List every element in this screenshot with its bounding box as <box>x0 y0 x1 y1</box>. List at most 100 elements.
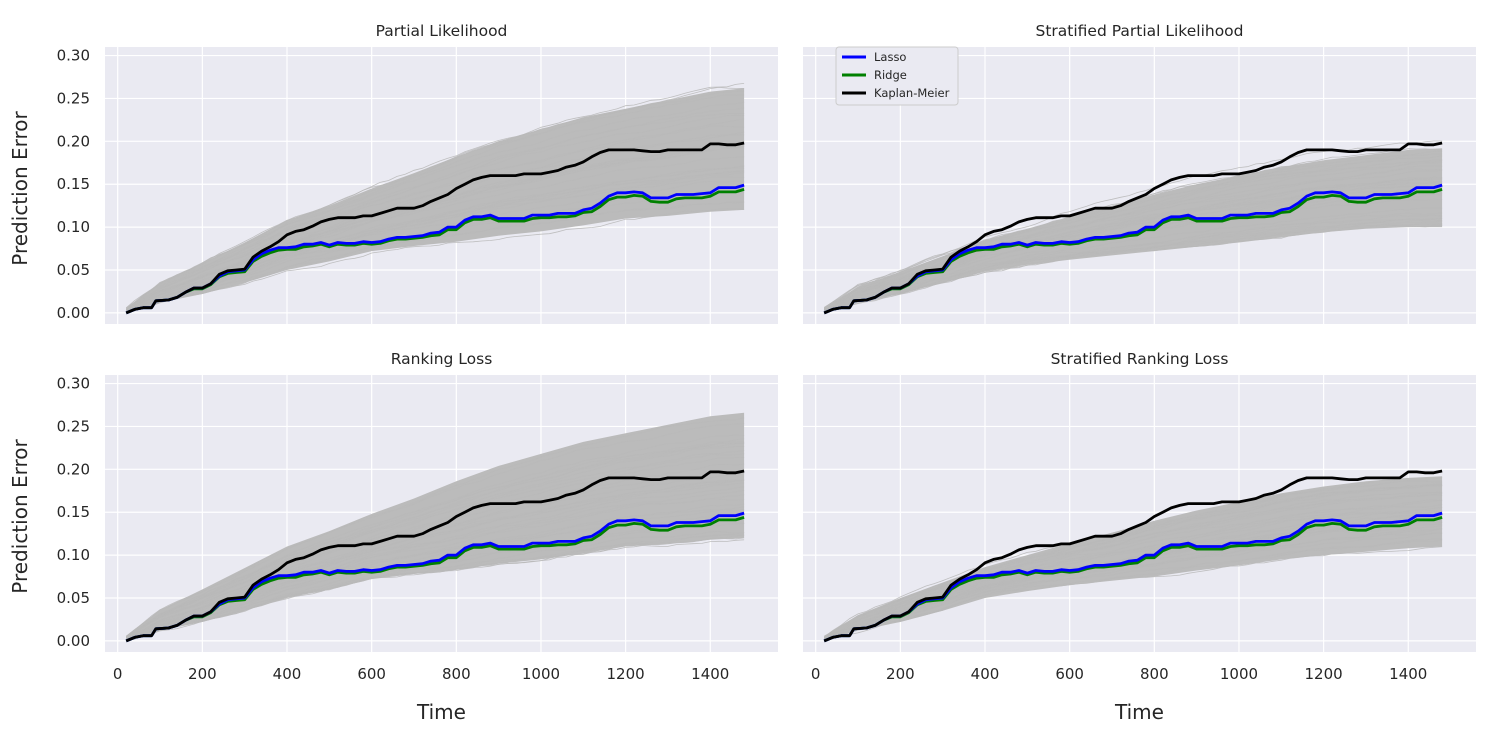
bootstrap-curve <box>125 86 745 310</box>
panel-title: Stratified Ranking Loss <box>1051 350 1229 368</box>
bootstrap-curve <box>823 484 1443 639</box>
x-tick-label: 1200 <box>607 665 645 683</box>
bootstrap-curve <box>824 153 1443 309</box>
bootstrap-curve <box>125 453 745 639</box>
bootstrap-curve <box>824 538 1443 641</box>
y-tick-label: 0.30 <box>57 375 90 393</box>
legend-box <box>835 46 959 106</box>
y-tick-label: 0.20 <box>57 460 90 478</box>
series-line-kaplan-meier <box>823 469 1443 643</box>
panel-1: Partial Likelihood 0.00 0.05 0.10 0.15 0.20 0.… <box>8 22 778 324</box>
bootstrap-curve <box>824 517 1443 641</box>
bootstrap-curve <box>126 534 745 641</box>
panel-title: Ranking Loss <box>391 350 493 368</box>
bootstrap-curve <box>824 528 1443 641</box>
bootstrap-curve <box>824 217 1443 312</box>
y-tick-label: 0.05 <box>57 261 90 279</box>
panel-title: Partial Likelihood <box>376 22 508 40</box>
x-tick-label: 1000 <box>1220 665 1258 683</box>
bootstrap-curve <box>125 141 745 312</box>
y-tick-label: 0.30 <box>57 47 90 65</box>
x-tick-label: 1400 <box>1389 665 1427 683</box>
bootstrap-curve <box>126 208 745 314</box>
bootstrap-curve <box>823 492 1443 638</box>
bootstrap-band <box>823 140 1443 314</box>
bootstrap-curve <box>824 207 1443 313</box>
x-tick-label: 400 <box>971 665 1000 683</box>
bootstrap-curve <box>126 534 745 641</box>
y-axis-label: Prediction Error <box>8 110 32 265</box>
bootstrap-curve <box>824 219 1443 314</box>
x-tick-label: 200 <box>886 665 915 683</box>
bootstrap-curve <box>125 131 745 312</box>
bootstrap-curve <box>126 201 745 314</box>
y-tick-label: 0.00 <box>57 632 90 650</box>
panel-3: Ranking Loss 0.00 0.05 0.10 0.15 0.20 0.25 0.30… <box>8 350 778 724</box>
bootstrap-curve <box>125 94 745 309</box>
bootstrap-curve <box>824 539 1443 642</box>
bootstrap-curve <box>824 532 1443 642</box>
panel-2: Stratified Partial Likelihood Lasso Ridge K… <box>803 22 1476 324</box>
x-tick-label: 600 <box>357 665 386 683</box>
x-tick-label: 200 <box>188 665 217 683</box>
x-tick-label: 1400 <box>691 665 729 683</box>
bootstrap-curve <box>824 499 1443 639</box>
y-tick-label: 0.25 <box>57 89 90 107</box>
y-axis-label: Prediction Error <box>8 438 32 593</box>
bootstrap-curve <box>823 493 1443 639</box>
bootstrap-curve <box>126 503 745 640</box>
legend-label: Ridge <box>874 68 907 82</box>
bootstrap-curve <box>126 171 745 313</box>
bootstrap-curve <box>126 169 745 313</box>
bootstrap-curve <box>823 168 1443 311</box>
x-tick-label: 800 <box>442 665 471 683</box>
bootstrap-curve <box>125 438 745 638</box>
legend: Lasso Ridge Kaplan-Meier <box>835 46 959 106</box>
y-tick-label: 0.10 <box>57 546 90 564</box>
bootstrap-curve <box>824 223 1443 313</box>
x-tick-label: 0 <box>811 665 821 683</box>
bootstrap-curve <box>126 176 745 312</box>
bootstrap-curve <box>126 494 745 641</box>
bootstrap-curve <box>125 114 745 311</box>
bootstrap-curve <box>125 417 745 637</box>
y-tick-label: 0.15 <box>57 175 90 193</box>
bootstrap-curve <box>125 125 745 311</box>
bootstrap-curve <box>126 479 745 639</box>
bootstrap-curve <box>125 107 745 309</box>
bootstrap-curve <box>824 523 1443 641</box>
y-tick-label: 0.25 <box>57 417 90 435</box>
bootstrap-curve <box>125 118 745 312</box>
y-tick-label: 0.10 <box>57 218 90 236</box>
series-line-kaplan-meier <box>125 469 745 643</box>
x-tick-label: 0 <box>113 665 123 683</box>
x-tick-label: 600 <box>1055 665 1084 683</box>
series-line-kaplan-meier <box>823 141 1443 315</box>
panel-4: Stratified Ranking Loss 0 200 400 600 800 1000… <box>803 350 1476 724</box>
x-axis-label: Time <box>1114 700 1164 724</box>
legend-label: Lasso <box>874 50 906 64</box>
bootstrap-curve <box>824 212 1443 313</box>
series-line-ridge <box>125 188 745 315</box>
bootstrap-curve <box>824 193 1443 312</box>
series-line-ridge <box>823 188 1443 315</box>
bootstrap-curve <box>823 155 1443 310</box>
x-tick-label: 800 <box>1140 665 1169 683</box>
series-line-ridge <box>125 516 745 643</box>
bootstrap-curve <box>824 528 1443 640</box>
x-axis-label: Time <box>416 700 466 724</box>
x-tick-label: 1200 <box>1305 665 1343 683</box>
bootstrap-curve <box>824 491 1443 639</box>
bootstrap-curve <box>125 446 745 638</box>
y-tick-label: 0.05 <box>57 589 90 607</box>
bootstrap-curve <box>126 531 745 642</box>
series-line-ridge <box>823 516 1443 643</box>
bootstrap-curve <box>824 483 1443 638</box>
y-tick-label: 0.00 <box>57 304 90 322</box>
bootstrap-curve <box>824 224 1443 313</box>
panel-title: Stratified Partial Likelihood <box>1035 22 1243 40</box>
legend-label: Kaplan-Meier <box>874 86 950 100</box>
x-tick-label: 400 <box>273 665 302 683</box>
bootstrap-curve <box>125 101 745 310</box>
